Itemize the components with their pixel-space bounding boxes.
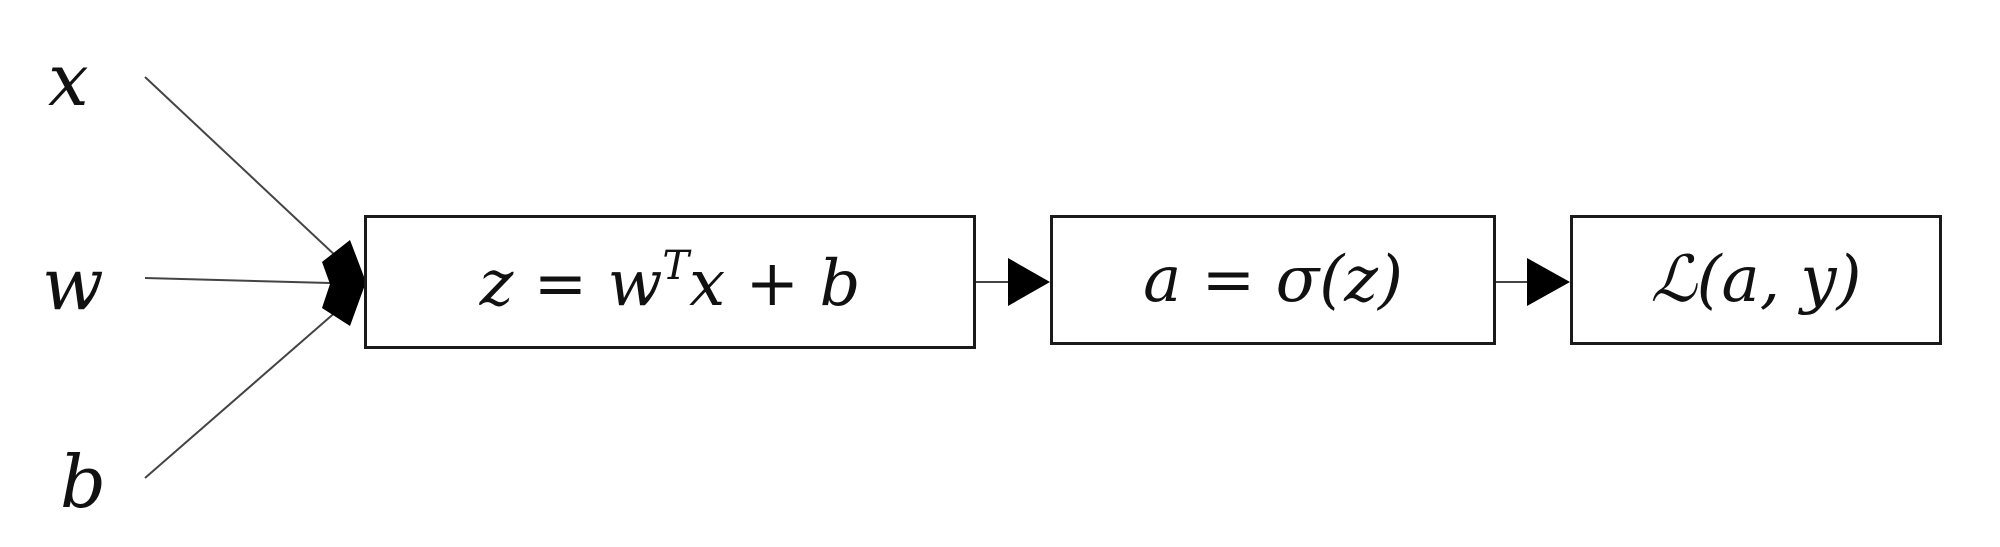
linear-formula-x: x xyxy=(689,247,726,321)
linear-formula-transpose: T xyxy=(662,243,690,289)
activation-node-box: a = σ(z) xyxy=(1050,215,1496,345)
activation-formula: a = σ(z) xyxy=(1143,243,1403,317)
input-b-label: b xyxy=(60,440,107,524)
merge-arrowhead xyxy=(322,240,366,326)
linear-formula-lhs: z xyxy=(479,247,514,321)
loss-node-box: ℒ(a, y) xyxy=(1570,215,1942,345)
arrowhead-to-loss xyxy=(1527,258,1570,306)
linear-formula-equals: = xyxy=(533,247,588,321)
linear-formula-b: b xyxy=(819,247,861,321)
edge-x-to-linear xyxy=(144,76,339,259)
loss-formula: ℒ(a, y) xyxy=(1650,243,1862,317)
input-w-label: w xyxy=(42,242,104,326)
input-x-label: x xyxy=(48,38,89,122)
edge-b-to-linear xyxy=(144,309,339,479)
linear-formula: z = wTx + b xyxy=(480,243,861,321)
linear-formula-w: w xyxy=(607,247,663,321)
linear-node-box: z = wTx + b xyxy=(364,215,976,349)
edge-w-to-linear xyxy=(144,277,331,284)
linear-formula-plus: + xyxy=(745,247,800,321)
arrowhead-to-activation xyxy=(1008,258,1050,306)
